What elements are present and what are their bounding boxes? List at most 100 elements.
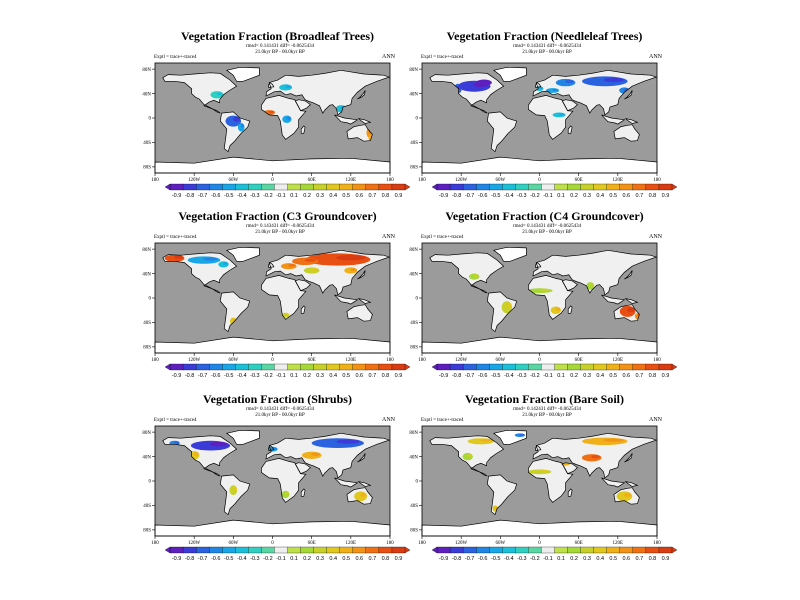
colorbar-label: 0.8 bbox=[382, 193, 390, 199]
colorbar-min-arrow bbox=[431, 183, 438, 191]
period-text: 21.0kyr BP - 00.0kyr BP bbox=[522, 413, 572, 418]
colorbar-swatch bbox=[462, 363, 477, 371]
colorbar-label: 0.7 bbox=[369, 373, 377, 379]
lon-tick-label: 0 bbox=[271, 541, 274, 545]
colorbar-label: -0.6 bbox=[478, 556, 487, 562]
exptl-text: Exptl = trace+-trace4 bbox=[421, 418, 464, 423]
colorbar-label: 0.1 bbox=[557, 193, 565, 199]
anomaly-cell bbox=[311, 452, 320, 456]
lat-tick-label: 40N bbox=[142, 455, 151, 460]
coastline bbox=[624, 270, 633, 280]
lon-tick-label: 120W bbox=[455, 358, 468, 362]
colorbar-label: -0.8 bbox=[452, 373, 461, 379]
land-eurasia bbox=[266, 70, 390, 115]
colorbar-swatch bbox=[261, 183, 275, 191]
colorbar-swatch bbox=[567, 363, 582, 371]
anomaly-cell bbox=[336, 439, 360, 444]
colorbar-swatch bbox=[300, 363, 315, 371]
colorbar-label: 0.9 bbox=[662, 373, 670, 379]
colorbar-swatch bbox=[541, 546, 555, 554]
land-australia bbox=[346, 124, 373, 142]
land-indonesia bbox=[334, 294, 358, 305]
lat-tick-label: 0 bbox=[416, 297, 419, 302]
coastline bbox=[613, 124, 640, 142]
colorbar-label: 0.5 bbox=[609, 193, 617, 199]
coastline bbox=[624, 298, 639, 304]
land-antarctica bbox=[155, 337, 390, 353]
coastline bbox=[567, 125, 573, 134]
anomaly-cell bbox=[538, 288, 551, 291]
anomaly-cell bbox=[506, 302, 512, 309]
exptl-text: Exptl = trace+-trace4 bbox=[154, 55, 197, 60]
colorbar-label: -0.3 bbox=[517, 556, 526, 562]
rmsd-text: rmsd= 0.142431 diff= -0.0625434 21.0kyr B… bbox=[452, 407, 642, 419]
rmsd-text: rmsd= 0.143431 diff= -0.0625434 21.0kyr B… bbox=[452, 224, 642, 236]
colorbar-swatch bbox=[352, 363, 367, 371]
lon-tick-label: 60W bbox=[228, 358, 238, 362]
anomaly-cell bbox=[519, 433, 525, 436]
colorbar-label: 0.5 bbox=[342, 556, 350, 562]
colorbar-label: -0.2 bbox=[530, 373, 539, 379]
colorbar-label: -0.1 bbox=[543, 373, 552, 379]
colorbar-label: 0.9 bbox=[662, 193, 670, 199]
coastline bbox=[624, 118, 639, 124]
colorbar-swatch bbox=[632, 363, 647, 371]
land-japan bbox=[624, 453, 633, 463]
lon-tick-label: 180 bbox=[151, 358, 159, 362]
colorbar-swatch bbox=[632, 183, 647, 191]
land-africa bbox=[261, 458, 306, 503]
colorbar-label: -0.8 bbox=[185, 193, 194, 199]
colorbar-swatch bbox=[645, 546, 660, 554]
colorbar-swatch bbox=[378, 363, 393, 371]
colorbar-label: 0.4 bbox=[329, 373, 337, 379]
land-antarctica bbox=[422, 157, 657, 173]
colorbar-label: -0.7 bbox=[465, 556, 474, 562]
colorbar-label: -0.7 bbox=[198, 556, 207, 562]
colorbar-swatch bbox=[632, 546, 647, 554]
land-japan bbox=[357, 270, 366, 280]
colorbar-swatch bbox=[436, 546, 451, 554]
lat-tick-label: 80S bbox=[143, 166, 151, 171]
land-indonesia bbox=[601, 114, 625, 125]
lon-tick-label: 180 bbox=[151, 541, 159, 545]
exptl-text: Exptl = trace+-trace4 bbox=[421, 55, 464, 60]
colorbar-swatch bbox=[593, 546, 608, 554]
colorbar-swatch bbox=[489, 363, 503, 371]
colorbar-label: -0.3 bbox=[517, 373, 526, 379]
colorbar-swatch bbox=[209, 546, 223, 554]
land-japan bbox=[624, 270, 633, 280]
colorbar-swatch bbox=[528, 363, 542, 371]
lat-tick-label: 80N bbox=[142, 431, 151, 436]
colorbar-swatch bbox=[313, 546, 328, 554]
colorbar-label: 0.7 bbox=[636, 193, 644, 199]
colorbar-swatch bbox=[365, 363, 380, 371]
lat-tick-label: 40S bbox=[410, 504, 418, 509]
colorbar-swatch bbox=[515, 546, 529, 554]
coastline bbox=[300, 125, 306, 134]
coastline bbox=[492, 246, 527, 262]
colorbar-swatch bbox=[274, 546, 288, 554]
rmsd-value: rmsd= 0.142431 diff= -0.0625434 bbox=[512, 407, 582, 412]
lon-tick-label: 60W bbox=[228, 541, 238, 545]
lon-tick-label: 0 bbox=[538, 178, 541, 182]
coastline bbox=[429, 435, 505, 477]
period-text: 21.0kyr BP - 00.0kyr BP bbox=[255, 50, 305, 55]
lat-tick-label: 40S bbox=[410, 141, 418, 146]
lon-tick-label: 60E bbox=[308, 178, 316, 182]
colorbar-label: -0.2 bbox=[530, 556, 539, 562]
anomaly-field bbox=[169, 438, 368, 502]
coastline bbox=[567, 488, 573, 497]
coastline bbox=[357, 481, 372, 487]
lon-tick-label: 60E bbox=[575, 358, 583, 362]
coastline bbox=[532, 69, 658, 116]
colorbar-swatch bbox=[313, 183, 328, 191]
colorbar-swatch bbox=[449, 363, 464, 371]
lat-tick-label: 40S bbox=[143, 504, 151, 509]
anomaly-cell bbox=[174, 255, 183, 259]
season-label: ANN bbox=[649, 417, 662, 423]
lon-tick-label: 60W bbox=[495, 358, 505, 362]
map-plot: 180 120W 60W 0 60E 120E 180 80N 40N 0 40S 80S bbox=[409, 242, 661, 362]
colorbar-label: 0.7 bbox=[636, 373, 644, 379]
colorbar-label: -0.3 bbox=[250, 373, 259, 379]
lat-tick-label: 0 bbox=[416, 480, 419, 485]
